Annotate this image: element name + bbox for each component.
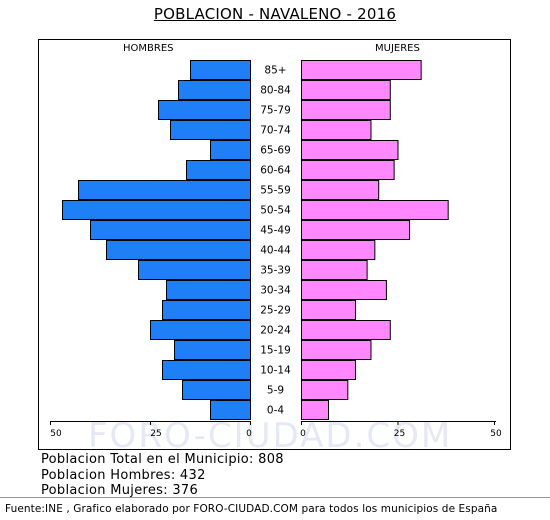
men-bar-75-79 [158, 100, 251, 120]
age-label-65-69: 65-69 [260, 145, 291, 157]
summary-women: Poblacion Mujeres: 376 [41, 483, 199, 498]
summary-men: Poblacion Hombres: 432 [41, 468, 206, 483]
men-tick-label: 50 [50, 429, 62, 439]
women-bar-25-29 [301, 300, 357, 320]
women-tick-label: 25 [394, 429, 405, 439]
age-label-70-74: 70-74 [260, 125, 291, 137]
footer-divider [0, 497, 550, 498]
men-bar-65-69 [210, 140, 251, 160]
men-bar-40-44 [106, 240, 251, 260]
chart-frame [38, 39, 511, 450]
men-bar-30-34 [166, 280, 251, 300]
women-tick-label: 0 [300, 429, 306, 439]
women-bar-60-64 [301, 160, 395, 180]
age-label-50-54: 50-54 [260, 205, 291, 217]
men-tick-label: 0 [246, 429, 252, 439]
women-bar-35-39 [301, 260, 368, 280]
age-label-75-79: 75-79 [260, 105, 291, 117]
women-bar-70-74 [301, 120, 372, 140]
men-tick-label: 25 [150, 429, 161, 439]
women-bar-85+ [301, 60, 422, 80]
women-bar-0-4 [301, 400, 330, 420]
women-bar-40-44 [301, 240, 376, 260]
women-bar-30-34 [301, 280, 387, 300]
women-bar-10-14 [301, 360, 357, 380]
women-bar-5-9 [301, 380, 349, 400]
age-label-10-14: 10-14 [260, 365, 291, 377]
footer-source: Fuente:INE , Grafico elaborado por FORO-… [5, 503, 498, 515]
age-label-80-84: 80-84 [260, 85, 291, 97]
men-bar-80-84 [178, 80, 251, 100]
age-label-15-19: 15-19 [260, 345, 291, 357]
age-label-40-44: 40-44 [260, 245, 291, 257]
men-bar-70-74 [170, 120, 251, 140]
age-label-45-49: 45-49 [260, 225, 291, 237]
women-tick-label: 50 [490, 429, 502, 439]
age-label-30-34: 30-34 [260, 285, 291, 297]
women-bar-15-19 [301, 340, 372, 360]
men-bar-10-14 [162, 360, 251, 380]
summary-total: Poblacion Total en el Municipio: 808 [41, 452, 284, 467]
age-label-20-24: 20-24 [260, 325, 291, 337]
women-bar-65-69 [301, 140, 399, 160]
men-bar-60-64 [186, 160, 251, 180]
men-bar-20-24 [150, 320, 251, 340]
women-bar-45-49 [301, 220, 411, 240]
women-bar-50-54 [301, 200, 449, 220]
watermark: FORO-CIUDAD.COM [88, 416, 453, 456]
men-bar-85+ [190, 60, 251, 80]
chart-title: POBLACION - NAVALENO - 2016 [153, 5, 397, 23]
men-label: HOMBRES [123, 43, 174, 54]
age-label-55-59: 55-59 [260, 185, 291, 197]
women-bar-55-59 [301, 180, 380, 200]
men-bar-5-9 [182, 380, 251, 400]
men-bar-25-29 [162, 300, 251, 320]
men-bar-15-19 [174, 340, 251, 360]
men-bar-45-49 [90, 220, 251, 240]
men-bar-50-54 [62, 200, 251, 220]
men-bar-35-39 [138, 260, 251, 280]
women-bar-75-79 [301, 100, 391, 120]
age-label-5-9: 5-9 [267, 385, 284, 397]
age-label-85+: 85+ [264, 65, 286, 77]
women-bar-20-24 [301, 320, 391, 340]
men-bar-0-4 [210, 400, 251, 420]
age-label-60-64: 60-64 [260, 165, 291, 177]
age-label-0-4: 0-4 [267, 405, 284, 417]
men-bar-55-59 [78, 180, 251, 200]
age-label-25-29: 25-29 [260, 305, 291, 317]
age-label-35-39: 35-39 [260, 265, 291, 277]
women-label: MUJERES [375, 43, 420, 54]
women-bar-80-84 [301, 80, 391, 100]
